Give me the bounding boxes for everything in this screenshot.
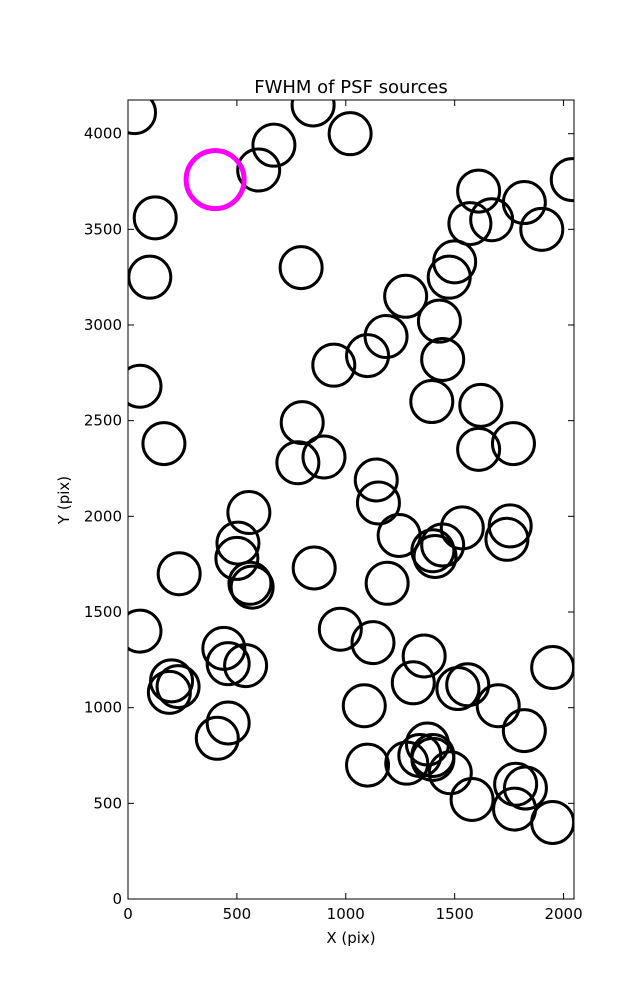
psf-source-marker (449, 777, 495, 823)
psf-source-marker (383, 273, 429, 319)
psf-source-marker (317, 606, 363, 652)
psf-source-marker (229, 564, 275, 610)
psf-source-marker (278, 245, 324, 291)
psf-source-marker (156, 551, 202, 597)
psf-source-marker (327, 111, 373, 157)
psf-source-marker (350, 620, 396, 666)
y-tick-label: 1500 (84, 603, 122, 621)
x-axis: 0 500 1000 1500 2000 (123, 100, 583, 923)
psf-source-marker (205, 700, 251, 746)
y-tick-label: 0 (112, 890, 122, 908)
y-axis-title: Y (pix) (55, 476, 73, 525)
marker-layer (128, 100, 574, 845)
psf-source-marker (397, 733, 443, 779)
y-tick-label: 500 (93, 794, 122, 812)
chart-title: FWHM of PSF sources (254, 77, 448, 98)
psf-source-marker (384, 740, 430, 786)
psf-source-marker (426, 254, 472, 300)
psf-source-marker (301, 434, 347, 480)
psf-source-marker (226, 490, 272, 536)
psf-source-marker (214, 535, 260, 581)
psf-source-marker (236, 147, 282, 193)
psf-source-marker (353, 457, 399, 503)
psf-source-marker (456, 168, 502, 214)
psf-source-marker (401, 633, 447, 679)
psf-source-marker (275, 440, 321, 486)
y-tick-label: 2500 (84, 412, 122, 430)
highlighted-source-marker (183, 148, 247, 212)
psf-source-marker (519, 206, 565, 252)
y-tick-label: 1000 (84, 699, 122, 717)
psf-source-marker (223, 643, 269, 689)
psf-source-marker (355, 480, 401, 526)
x-tick-label: 1000 (327, 905, 365, 923)
psf-source-marker (490, 421, 536, 467)
x-axis-title: X (pix) (326, 929, 375, 947)
psf-source-marker (363, 313, 409, 359)
psf-source-marker (132, 195, 178, 241)
psf-source-marker (484, 516, 530, 562)
psf-source-marker (146, 669, 192, 715)
psf-source-marker (155, 664, 201, 710)
psf-source-marker (205, 641, 251, 687)
psf-source-marker (341, 683, 387, 729)
psf-source-marker (409, 379, 455, 425)
psf-source-marker (501, 708, 547, 754)
x-tick-label: 0 (123, 905, 133, 923)
psf-source-marker (475, 683, 521, 729)
y-tick-label: 2000 (84, 507, 122, 525)
psf-source-marker (141, 421, 187, 467)
psf-source-marker (420, 522, 466, 568)
psf-source-marker (364, 560, 410, 606)
psf-source-marker (549, 157, 574, 203)
psf-source-marker (227, 560, 273, 606)
psf-source-marker (128, 363, 163, 409)
psf-source-marker (412, 534, 458, 580)
psf-source-marker (390, 660, 436, 706)
x-tick-label: 1500 (436, 905, 474, 923)
psf-source-marker (456, 426, 502, 472)
psf-source-marker (128, 254, 173, 300)
psf-source-marker (447, 201, 493, 247)
psf-source-marker (458, 382, 504, 428)
psf-source-marker (128, 608, 163, 654)
psf-source-marker (416, 298, 462, 344)
y-tick-label: 3500 (84, 220, 122, 238)
psf-source-marker (251, 122, 297, 168)
psf-source-marker (311, 342, 357, 388)
psf-source-marker (445, 662, 491, 708)
psf-source-marker (420, 336, 466, 382)
x-tick-label: 2000 (544, 905, 582, 923)
psf-source-marker (502, 765, 548, 811)
y-axis: 0 500 1000 1500 2000 2500 3000 3500 4000 (84, 125, 574, 908)
psf-source-marker (215, 520, 261, 566)
psf-source-marker (345, 333, 391, 379)
psf-source-marker (128, 100, 158, 136)
psf-source-marker (290, 100, 336, 128)
plot-frame (127, 99, 575, 900)
y-tick-label: 3000 (84, 316, 122, 334)
psf-source-marker (345, 742, 391, 788)
psf-source-marker (469, 197, 515, 243)
x-tick-label: 500 (223, 905, 252, 923)
psf-source-marker (194, 715, 240, 761)
y-tick-label: 4000 (84, 125, 122, 143)
psf-source-marker (291, 545, 337, 591)
